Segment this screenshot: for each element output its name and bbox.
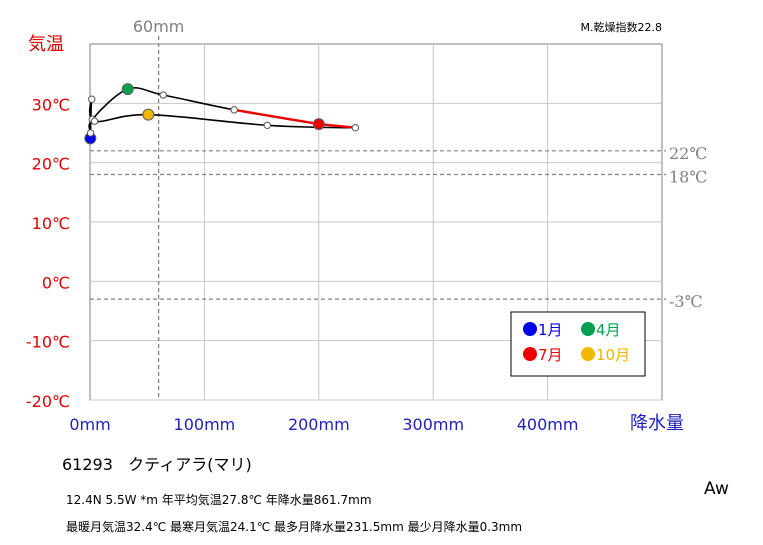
dryness-index-label: M.乾燥指数22.8 [581,20,662,34]
month-point-11 [90,117,99,125]
station-id: 61293 [62,455,113,474]
x-tick-label: 0mm [69,415,110,434]
reference-label-temp: 22℃ [669,144,707,163]
y-tick-label: 30℃ [32,95,70,114]
month-point-7 [312,118,325,131]
y-axis-title: 気温 [28,34,64,55]
legend-label: 1月 [538,321,563,339]
reference-label-60mm: 60mm [133,17,185,36]
climate-chart: 30℃ 20℃ 10℃ 0℃ -10℃ -20℃ 0mm 100mm 200mm 300mm 400… [26,17,707,434]
legend-marker [523,322,537,336]
summary-line-2: 最暖月気温32.4℃ 最寒月気温24.1℃ 最多月降水量231.5mm 最少月降… [66,520,523,534]
x-tick-label: 100mm [174,415,236,434]
station-name: クティアラ(マリ) [128,455,252,474]
y-tick-label: 0℃ [42,273,70,292]
reference-label-temp: -3℃ [669,292,702,311]
month-point-12 [88,95,96,103]
y-tick-label: 20℃ [32,155,70,174]
legend-marker [523,347,537,361]
y-tick-label: -20℃ [26,392,70,411]
x-tick-label: 200mm [288,415,350,434]
month-point-4 [121,83,134,96]
x-tick-label: 400mm [517,415,579,434]
legend-marker [581,322,595,336]
x-tick-label: 300mm [402,415,464,434]
station-title: 61293 クティアラ(マリ) [62,451,252,475]
legend-label: 10月 [596,346,630,364]
legend-marker [581,347,595,361]
y-tick-label: -10℃ [26,333,70,352]
month-point-6 [230,106,238,114]
month-point-9 [263,121,272,129]
month-point-5 [159,91,167,99]
month-point-10 [142,108,155,121]
reference-label-temp: 18℃ [669,168,707,187]
summary-line-1: 12.4N 5.5W *m 年平均気温27.8℃ 年降水量861.7mm [66,493,372,507]
climate-class: Aw [704,479,729,499]
month-point-8 [351,123,360,132]
legend-box [510,311,646,377]
month-point-2 [86,129,95,137]
legend-label: 4月 [596,321,621,339]
y-tick-label: 10℃ [32,214,70,233]
legend-label: 7月 [538,346,563,364]
x-axis-title: 降水量 [630,413,684,434]
